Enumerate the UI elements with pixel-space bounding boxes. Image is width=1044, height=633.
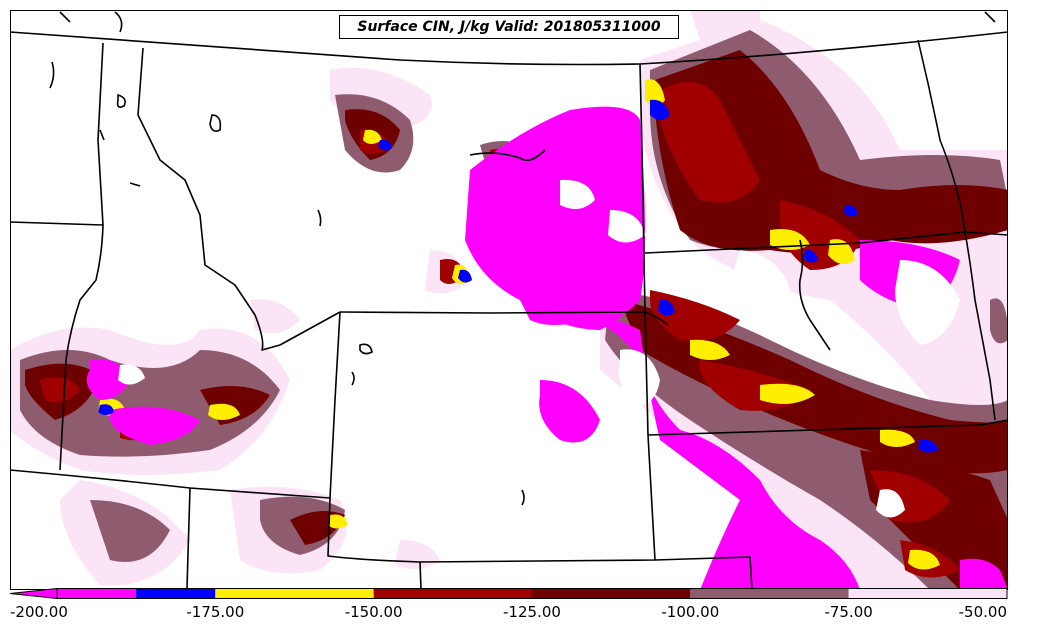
colorbar [10,588,1008,599]
colorbar-tick-label: -175.00 [186,603,245,621]
colorbar-extend-arrow [10,588,58,599]
colorbar-bin-6 [848,588,1007,599]
lakes [49,11,996,506]
colorbar-tick-label: -200.00 [10,603,68,621]
cin-contours [10,10,1008,590]
colorbar-tick-label: -100.00 [661,603,720,621]
state-boundaries [10,31,1008,590]
colorbar-bins [10,588,1007,599]
colorbar-tick-label: -75.00 [824,603,873,621]
colorbar-bin-1 [136,588,216,599]
map-title: Surface CIN, J/kg Valid: 201805311000 [339,15,679,39]
colorbar-bin-5 [690,588,849,599]
colorbar-tick-label: -50.00 [958,603,1007,621]
colorbar-bin-4 [532,588,691,599]
colorbar-tick-label: -125.00 [503,603,561,621]
contour-clear-patches [118,179,960,518]
colorbar-bin-0 [57,588,137,599]
contour-magenta [86,106,1008,590]
colorbar-bin-3 [373,588,532,599]
colorbar-outline [56,588,1008,599]
colorbar-bin-2 [215,588,374,599]
cin-map [10,10,1008,590]
colorbar-tick-label: -150.00 [344,603,403,621]
contour-yellow [98,79,940,570]
contour-blue [98,99,938,453]
